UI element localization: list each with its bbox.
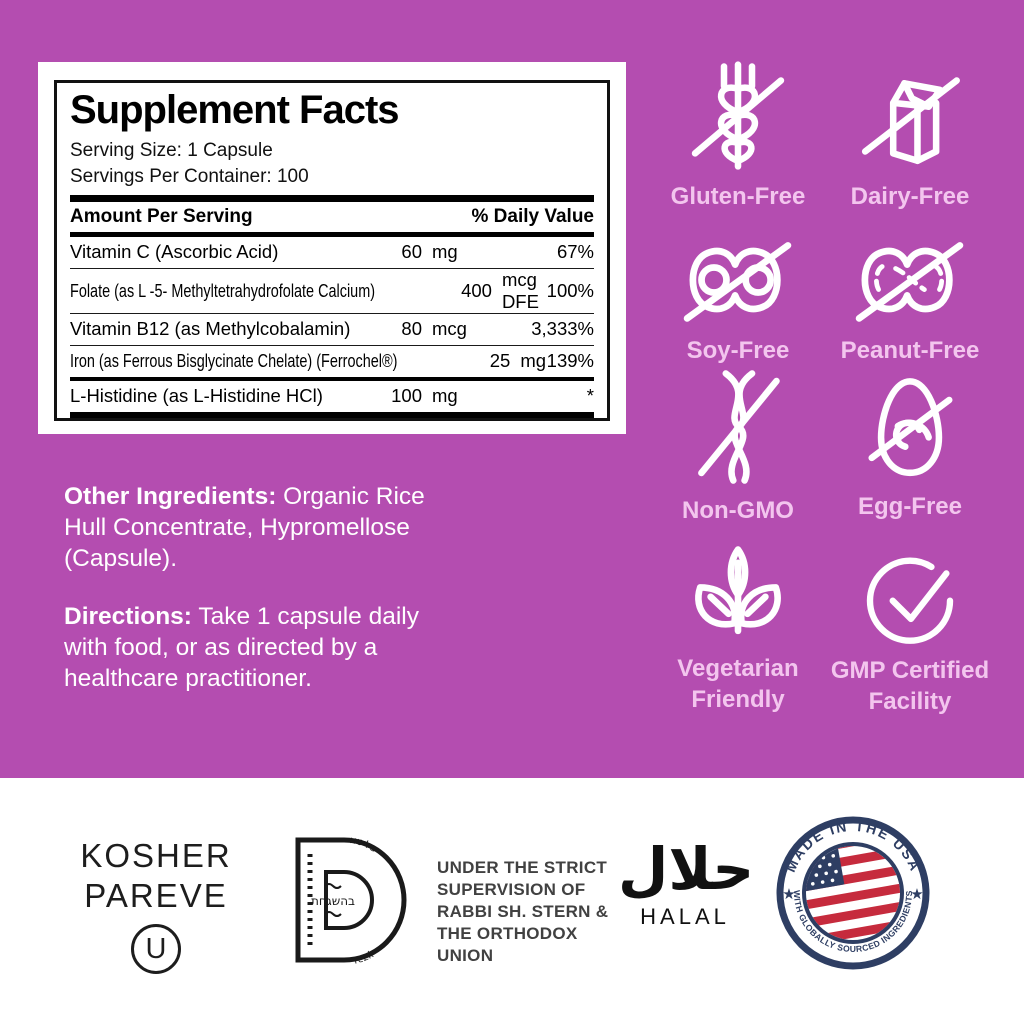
made-in-usa-badge: MADE IN THE USA WITH GLOBALLY SOURCED IN… bbox=[768, 808, 938, 983]
kosher-text: KOSHER bbox=[80, 837, 232, 874]
badge-egg-free: Egg-Free bbox=[814, 372, 1006, 523]
supplement-facts-box: Supplement Facts Serving Size: 1 Capsule… bbox=[54, 80, 610, 421]
dairy-free-icon bbox=[861, 77, 960, 165]
badge-label: GMP Certified Facility bbox=[830, 657, 990, 715]
table-row: Vitamin B12 (as Methylcobalamin) 80 mcg … bbox=[70, 314, 594, 346]
badge-label: Dairy-Free bbox=[850, 183, 970, 210]
dv-footnote: * Daily Value not established. bbox=[70, 419, 594, 421]
badge-non-gmo: Non-GMO bbox=[642, 366, 834, 527]
nutrient-unit: mg bbox=[432, 241, 458, 263]
directions-value: Take 1 capsule daily with food, or as di… bbox=[64, 603, 419, 693]
stamp-center-text: בהשגחת bbox=[311, 894, 355, 908]
nutrient-amount: 60 bbox=[401, 241, 422, 263]
made-in-usa-icon: MADE IN THE USA WITH GLOBALLY SOURCED IN… bbox=[776, 816, 930, 970]
nutrient-unit: mg bbox=[432, 385, 458, 407]
facts-header: Amount Per Serving % Daily Value bbox=[70, 202, 594, 232]
nutrient-name: L-Histidine (as L-Histidine HCl) bbox=[70, 385, 323, 407]
stamp-ring-top-text: שליטא bbox=[349, 835, 380, 856]
non-gmo-icon bbox=[698, 370, 780, 484]
star-left-icon: ★ bbox=[782, 886, 795, 903]
vegetarian-friendly-icon bbox=[695, 546, 781, 635]
kosher-pareve-block: KOSHER PAREVE U bbox=[72, 836, 240, 975]
ou-kosher-symbol: U bbox=[131, 924, 181, 975]
badge-gmp-certified: GMP Certified Facility bbox=[814, 548, 1006, 717]
other-ingredients-label: Other Ingredients: bbox=[64, 483, 277, 510]
pareve-text: PAREVE bbox=[84, 876, 228, 914]
nutrient-amount: 80 bbox=[401, 318, 422, 340]
other-ingredients-text: Other Ingredients: Organic Rice Hull Con… bbox=[64, 481, 469, 574]
badge-gluten-free: Gluten-Free bbox=[642, 58, 834, 213]
amount-per-serving-header: Amount Per Serving bbox=[70, 205, 253, 227]
table-row: Iron (as Ferrous Bisglycinate Chelate) (… bbox=[70, 346, 594, 381]
other-ingredients-value: Organic Rice Hull Concentrate, Hypromell… bbox=[64, 483, 425, 573]
divider-thick bbox=[70, 411, 594, 418]
badge-dairy-free: Dairy-Free bbox=[814, 58, 1006, 213]
peanut-free-icon bbox=[855, 242, 964, 322]
nutrient-dv: 67% bbox=[556, 241, 594, 263]
serving-size: Serving Size: 1 Capsule bbox=[70, 140, 273, 161]
facts-title: Supplement Facts bbox=[70, 88, 400, 132]
badge-vegetarian-friendly: Vegetarian Friendly bbox=[642, 542, 834, 715]
ou-symbol-letter: U bbox=[145, 932, 167, 965]
halal-label: HALAL bbox=[640, 903, 730, 929]
nutrient-unit: mcg DFE bbox=[501, 268, 539, 312]
supervision-statement: UNDER THE STRICT SUPERVISION OF RABBI SH… bbox=[437, 858, 609, 966]
nutrient-dv: 3,333% bbox=[531, 318, 594, 340]
divider-medium bbox=[70, 231, 594, 237]
directions-label: Directions: bbox=[64, 603, 192, 630]
badge-label: Peanut-Free bbox=[840, 337, 980, 364]
table-row: L-Histidine (as L-Histidine HCl) 100 mg … bbox=[70, 381, 594, 412]
nutrient-unit: mg bbox=[520, 350, 547, 372]
servings-per-container: Servings Per Container: 100 bbox=[70, 165, 309, 187]
ou-d-stamp-icon: בהשגחת שליטא ובדץ bbox=[295, 835, 407, 966]
svg-text:שליטא: שליטא bbox=[349, 835, 380, 856]
badge-label: Non-GMO bbox=[682, 497, 794, 524]
nutrient-amount: 25 bbox=[489, 350, 511, 372]
gluten-free-icon bbox=[691, 61, 785, 170]
nutrient-name: Iron (as Ferrous Bisglycinate Chelate) (… bbox=[70, 350, 398, 372]
nutrient-dv: 100% bbox=[546, 279, 594, 301]
badge-label: Soy-Free bbox=[686, 337, 790, 364]
daily-value-header: % Daily Value bbox=[471, 205, 594, 227]
supplement-facts-panel: Supplement Facts Serving Size: 1 Capsule… bbox=[38, 62, 626, 434]
badge-peanut-free: Peanut-Free bbox=[814, 232, 1006, 367]
halal-arabic-calligraphy: حلال bbox=[618, 835, 755, 903]
nutrient-name: Vitamin B12 (as Methylcobalamin) bbox=[70, 318, 351, 340]
halal-block: حلال HALAL bbox=[618, 835, 755, 930]
table-row: Vitamin C (Ascorbic Acid) 60 mg 67% bbox=[70, 237, 594, 269]
table-row: Folate (as L -5- Methyltetrahydrofolate … bbox=[70, 269, 594, 314]
divider-thick bbox=[70, 194, 594, 202]
nutrient-dv: * bbox=[586, 385, 594, 407]
badge-label: Egg-Free bbox=[857, 493, 962, 520]
nutrient-amount: 400 bbox=[461, 279, 492, 301]
kosher-supervision-stamp: בהשגחת שליטא ובדץ bbox=[264, 832, 424, 973]
nutrient-name: Vitamin C (Ascorbic Acid) bbox=[70, 241, 279, 263]
soy-free-icon bbox=[683, 242, 792, 322]
nutrient-dv: 139% bbox=[546, 350, 594, 372]
gmp-certified-icon bbox=[866, 557, 954, 644]
egg-free-icon bbox=[868, 378, 953, 477]
nutrient-unit: mcg bbox=[432, 318, 467, 340]
nutrient-amount: 100 bbox=[391, 385, 422, 407]
star-right-icon: ★ bbox=[910, 886, 923, 903]
badge-soy-free: Soy-Free bbox=[642, 232, 834, 367]
nutrient-name: Folate (as L -5- Methyltetrahydrofolate … bbox=[70, 279, 376, 301]
badge-label: Vegetarian Friendly bbox=[677, 655, 799, 713]
badge-label: Gluten-Free bbox=[670, 183, 806, 210]
directions-text: Directions: Take 1 capsule daily with fo… bbox=[64, 601, 469, 694]
